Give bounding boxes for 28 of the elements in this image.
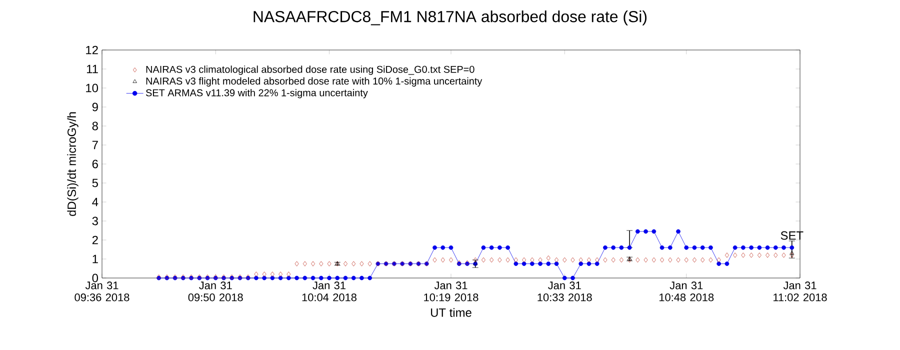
y-tick-label: 4 <box>92 198 98 206</box>
chart-title: NASAAFRCDC8_FM1 N817NA absorbed dose rate (Si) <box>254 10 647 26</box>
y-tick-label: 12 <box>86 46 98 54</box>
y-tick-label: 3 <box>92 216 98 226</box>
x-axis-title: UT time <box>431 308 472 317</box>
y-tick-label: 2 <box>92 236 98 244</box>
legend-label: NAIRAS v3 flight modeled absorbed dose rate with 10% 1-sigma uncertainty <box>146 77 482 87</box>
y-tick-label: 5 <box>92 178 98 188</box>
legend-label: SET ARMAS v11.39 with 22% 1-sigma uncertainty <box>146 88 368 98</box>
y-tick-label: 6 <box>92 160 98 168</box>
y-tick-label: 8 <box>92 122 98 130</box>
x-tick-label: Jan 31 09:50 2018 <box>188 282 243 302</box>
x-tick-label: Jan 31 09:36 2018 <box>74 282 130 302</box>
y-tick-label: 1 <box>92 254 98 264</box>
y-tick-label: 7 <box>92 140 98 150</box>
x-tick-label: Jan 31 10:04 2018 <box>302 282 356 302</box>
x-tick-label: Jan 31 10:19 2018 <box>424 282 478 302</box>
y-tick-label: 11 <box>86 64 98 74</box>
point <box>790 250 794 255</box>
x-tick-label: Jan 31 11:02 2018 <box>774 282 827 302</box>
legend-label: NAIRAS v3 climatological absorbed dose rate using SiDose_G0.txt SEP=0 <box>146 66 474 75</box>
y-axis-title: dD(Si)/dt microGy/h <box>67 112 78 216</box>
y-tick-label: 9 <box>92 102 98 112</box>
x-tick-label: Jan 31 10:48 2018 <box>659 282 714 302</box>
annotation: SET <box>780 231 804 240</box>
y-tick-label: 10 <box>86 84 98 92</box>
y-tick-label: 0 <box>92 274 98 282</box>
x-tick-label: Jan 31 10:33 2018 <box>538 282 592 302</box>
